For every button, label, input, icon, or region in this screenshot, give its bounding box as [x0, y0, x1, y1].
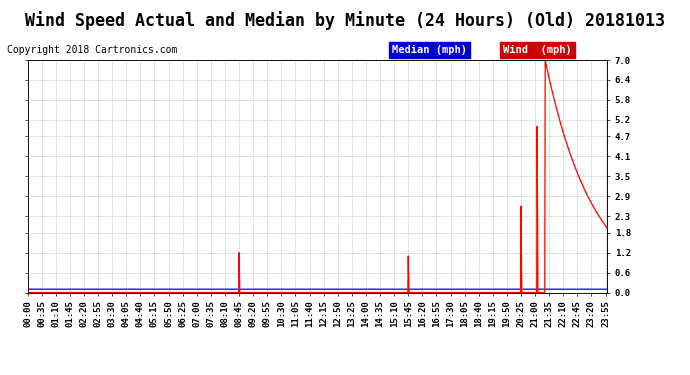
Text: Copyright 2018 Cartronics.com: Copyright 2018 Cartronics.com [7, 45, 177, 55]
Text: Wind Speed Actual and Median by Minute (24 Hours) (Old) 20181013: Wind Speed Actual and Median by Minute (… [25, 11, 665, 30]
Text: Wind  (mph): Wind (mph) [503, 45, 572, 55]
Text: Median (mph): Median (mph) [392, 45, 467, 55]
